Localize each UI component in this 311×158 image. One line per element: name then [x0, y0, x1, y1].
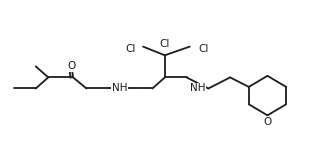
Text: Cl: Cl [125, 44, 136, 54]
Text: O: O [263, 117, 272, 127]
Text: Cl: Cl [160, 39, 170, 49]
Text: O: O [67, 61, 76, 71]
Text: O: O [67, 61, 76, 71]
Text: NH: NH [190, 83, 205, 94]
Text: NH: NH [112, 83, 128, 94]
Text: Cl: Cl [198, 44, 209, 54]
